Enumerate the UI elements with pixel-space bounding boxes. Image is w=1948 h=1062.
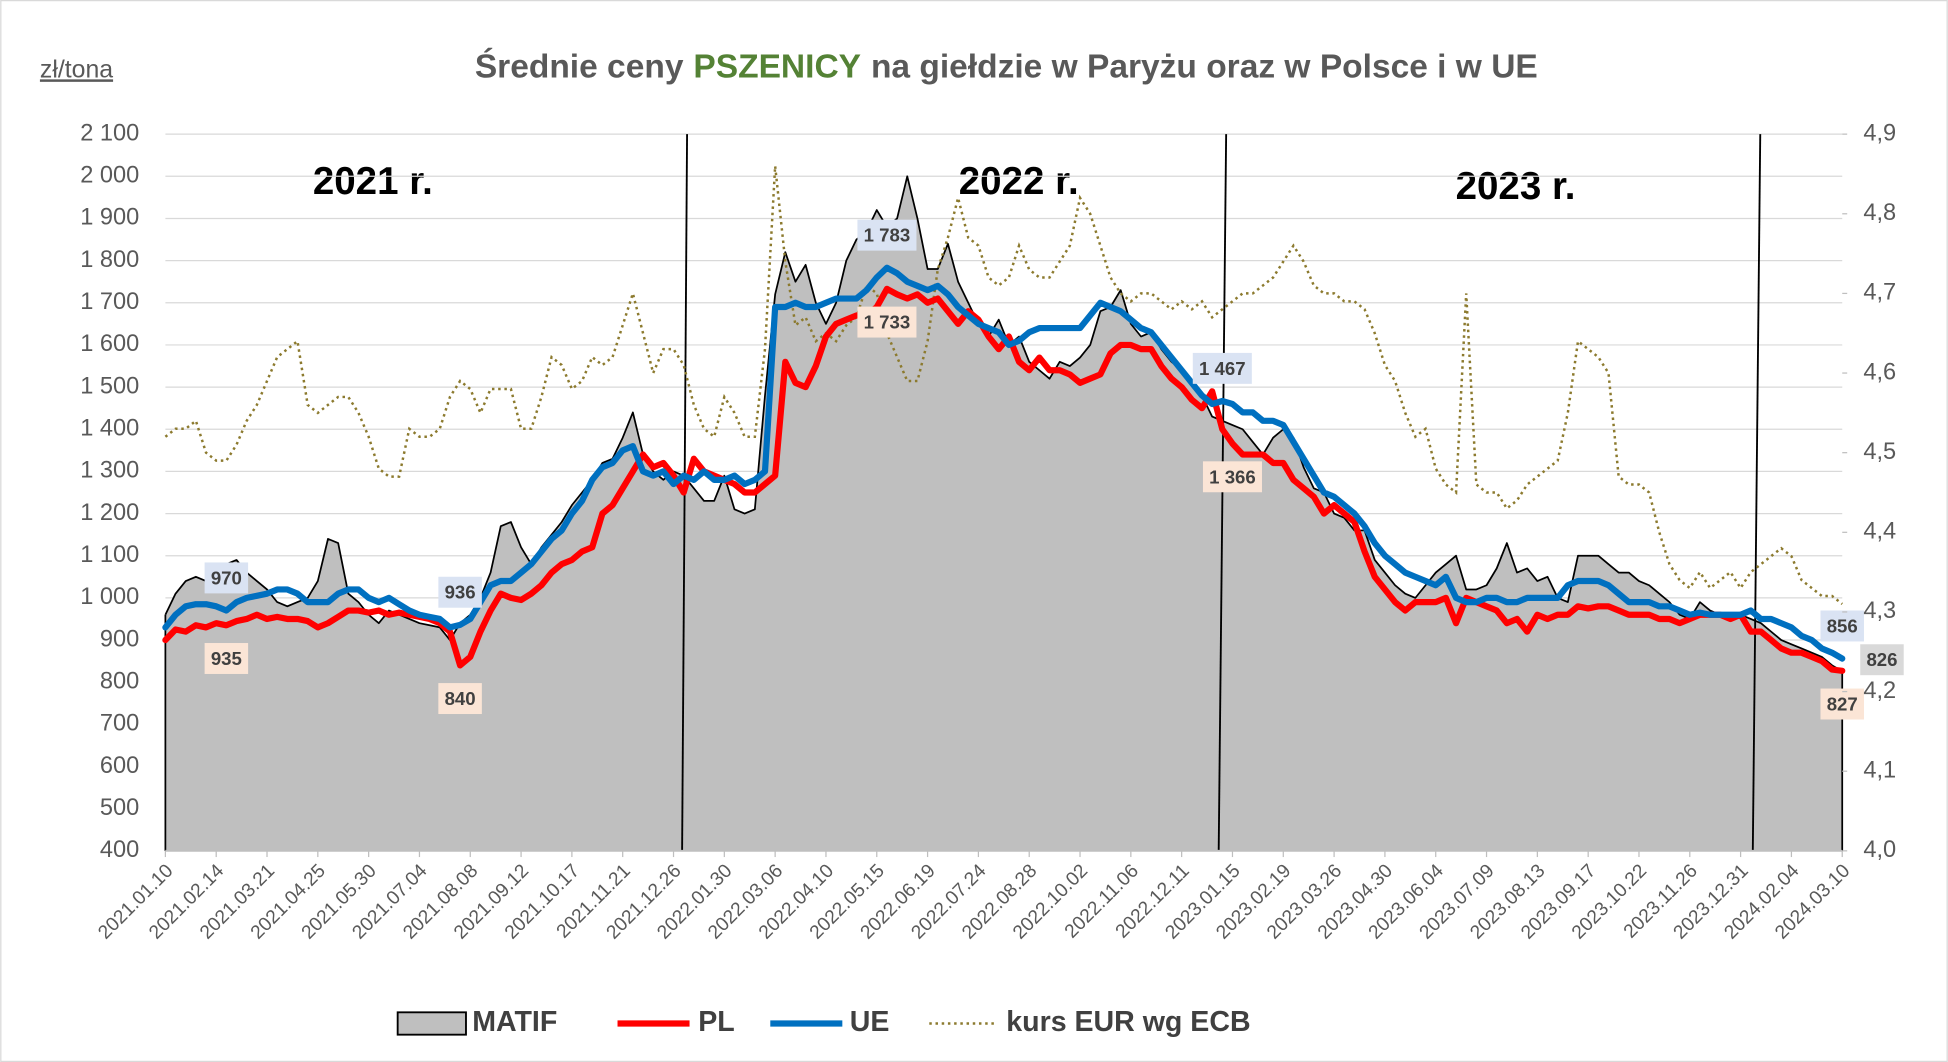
y-tick-label: 400 bbox=[100, 837, 139, 863]
data-label: 1 467 bbox=[1192, 352, 1252, 384]
y-tick-label: 700 bbox=[100, 711, 139, 737]
area-outline bbox=[164, 175, 1843, 672]
data-label: 1 783 bbox=[857, 219, 917, 251]
chart-title: Średnie ceny PSZENICY na giełdzie w Paryżu… bbox=[475, 47, 1538, 85]
data-label-box bbox=[1860, 644, 1904, 676]
data-label-box bbox=[204, 562, 249, 594]
y-tick-label: 1 300 bbox=[80, 458, 139, 484]
y2-tick-label: 4,2 bbox=[1863, 678, 1896, 704]
legend-label: PL bbox=[698, 1006, 734, 1038]
y-tick-label: 600 bbox=[100, 753, 139, 779]
y-tick-label: 1 500 bbox=[80, 373, 139, 399]
y-tick-label: 1 200 bbox=[80, 500, 139, 526]
year-label: 2023 r. bbox=[1456, 165, 1576, 208]
data-label-box bbox=[857, 219, 917, 251]
y2-tick-label: 4,4 bbox=[1863, 519, 1896, 545]
data-label-box bbox=[438, 683, 482, 715]
data-label-text: 1 366 bbox=[1209, 466, 1256, 487]
data-label-text: 856 bbox=[1827, 615, 1858, 636]
year-label: 2022 r. bbox=[959, 160, 1079, 203]
y-tick-label: 500 bbox=[100, 795, 139, 821]
data-label-box bbox=[204, 643, 249, 674]
y2-tick-label: 4,3 bbox=[1863, 598, 1896, 624]
year-divider bbox=[1217, 134, 1228, 851]
y-axis-label: zł/tona bbox=[40, 56, 113, 83]
y2-tick-label: 4,8 bbox=[1863, 200, 1896, 226]
y2-tick-label: 4,0 bbox=[1863, 837, 1896, 863]
y2-tick-label: 4,5 bbox=[1863, 439, 1896, 465]
year-divider bbox=[1751, 134, 1762, 851]
y-tick-label: 1 900 bbox=[80, 205, 139, 231]
title-part: Średnie ceny bbox=[475, 47, 684, 85]
y-tick-label: 900 bbox=[100, 626, 139, 652]
data-label: 827 bbox=[1820, 688, 1864, 720]
y-tick-label: 1 800 bbox=[80, 247, 139, 273]
y-tick-label: 1 700 bbox=[80, 289, 139, 315]
y2-tick-label: 4,6 bbox=[1863, 359, 1896, 385]
y-tick-label: 2 000 bbox=[80, 163, 139, 189]
y-tick-label: 1 400 bbox=[80, 415, 139, 441]
data-label: 840 bbox=[438, 683, 482, 715]
legend-label: UE bbox=[850, 1006, 890, 1038]
y-tick-label: 1 100 bbox=[80, 542, 139, 568]
dotted-line bbox=[164, 165, 1843, 605]
data-label-box bbox=[1192, 352, 1252, 384]
y-tick-label: 2 100 bbox=[80, 120, 139, 146]
title-part: na giełdzie w Paryżu oraz w Polsce i w U… bbox=[871, 48, 1538, 85]
data-label-box bbox=[1820, 610, 1864, 642]
data-label-box bbox=[1202, 461, 1262, 493]
data-label: 935 bbox=[204, 643, 249, 674]
data-label-text: 840 bbox=[445, 688, 476, 709]
data-label: 856 bbox=[1820, 610, 1864, 642]
data-label-text: 936 bbox=[445, 582, 476, 603]
y-tick-label: 1 600 bbox=[80, 331, 139, 357]
year-label: 2021 r. bbox=[313, 160, 433, 203]
data-label-text: 970 bbox=[211, 567, 242, 588]
data-label-text: 827 bbox=[1827, 694, 1858, 715]
legend-label: kurs EUR wg ECB bbox=[1006, 1006, 1250, 1038]
data-label-text: 1 783 bbox=[864, 225, 911, 246]
y-tick-label: 1 000 bbox=[80, 584, 139, 610]
data-label-text: 826 bbox=[1866, 649, 1897, 670]
legend-label: MATIF bbox=[472, 1006, 557, 1038]
data-label-box bbox=[857, 306, 917, 338]
data-label: 936 bbox=[438, 576, 482, 608]
data-label: 1 733 bbox=[857, 306, 917, 338]
data-label-box bbox=[438, 576, 482, 608]
line bbox=[162, 264, 1846, 662]
data-label: 970 bbox=[204, 562, 249, 594]
y2-tick-label: 4,9 bbox=[1863, 120, 1896, 146]
y-tick-label: 800 bbox=[100, 668, 139, 694]
data-label: 826 bbox=[1860, 644, 1904, 676]
y2-tick-label: 4,1 bbox=[1863, 757, 1896, 783]
y2-tick-label: 4,7 bbox=[1863, 280, 1896, 306]
data-label-box bbox=[1820, 688, 1864, 720]
data-label: 1 366 bbox=[1202, 461, 1262, 493]
data-label-text: 1 733 bbox=[864, 312, 911, 333]
legend-swatch bbox=[396, 1011, 467, 1036]
data-label-text: 935 bbox=[211, 648, 242, 669]
title-part: PSZENICY bbox=[693, 48, 861, 85]
area bbox=[165, 176, 1843, 851]
data-label-text: 1 467 bbox=[1199, 358, 1246, 379]
